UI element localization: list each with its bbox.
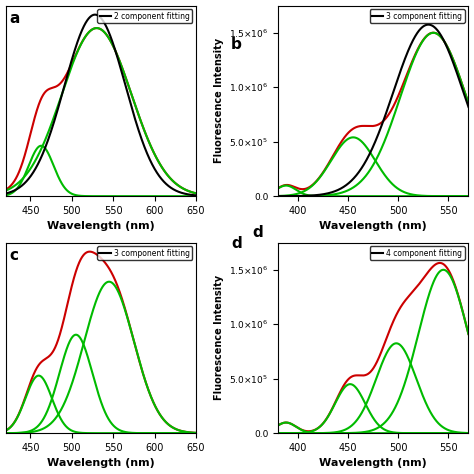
Legend: 2 component fitting: 2 component fitting xyxy=(97,9,192,23)
Text: d: d xyxy=(252,225,263,240)
Text: b: b xyxy=(231,37,242,52)
Legend: 3 component fitting: 3 component fitting xyxy=(97,246,192,260)
X-axis label: Wavelength (nm): Wavelength (nm) xyxy=(319,458,427,468)
Y-axis label: Fluorescence Intensity: Fluorescence Intensity xyxy=(214,38,224,164)
Legend: 4 component fitting: 4 component fitting xyxy=(370,246,465,260)
Legend: 3 component fitting: 3 component fitting xyxy=(370,9,465,23)
Text: b: b xyxy=(252,0,263,3)
X-axis label: Wavelength (nm): Wavelength (nm) xyxy=(47,221,155,231)
X-axis label: Wavelength (nm): Wavelength (nm) xyxy=(47,458,155,468)
Text: a: a xyxy=(9,11,20,26)
X-axis label: Wavelength (nm): Wavelength (nm) xyxy=(319,221,427,231)
Text: d: d xyxy=(231,236,242,251)
Text: c: c xyxy=(9,248,18,263)
Y-axis label: Fluorescence Intensity: Fluorescence Intensity xyxy=(214,275,224,401)
